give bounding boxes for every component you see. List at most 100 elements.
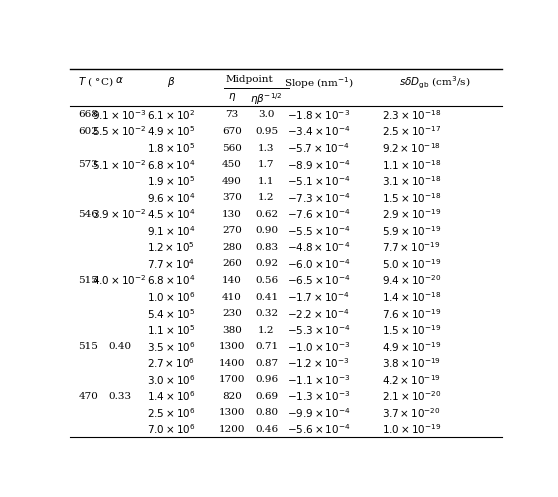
Text: $2.3\times10^{-18}$: $2.3\times10^{-18}$ <box>382 108 441 122</box>
Text: 140: 140 <box>222 276 242 285</box>
Text: $-5.5\times10^{-4}$: $-5.5\times10^{-4}$ <box>287 224 350 238</box>
Text: 0.41: 0.41 <box>255 293 278 302</box>
Text: $-5.6\times10^{-4}$: $-5.6\times10^{-4}$ <box>287 422 350 436</box>
Text: 0.71: 0.71 <box>255 342 278 351</box>
Text: $-5.3\times10^{-4}$: $-5.3\times10^{-4}$ <box>287 323 350 337</box>
Text: $1.2\times10^{5}$: $1.2\times10^{5}$ <box>147 241 195 254</box>
Text: $-1.7\times10^{-4}$: $-1.7\times10^{-4}$ <box>287 290 350 304</box>
Text: $6.8\times10^{4}$: $6.8\times10^{4}$ <box>147 158 196 171</box>
Text: 1.1: 1.1 <box>258 177 275 186</box>
Text: 668: 668 <box>78 110 98 119</box>
Text: $7.6\times10^{-19}$: $7.6\times10^{-19}$ <box>382 307 441 321</box>
Text: $-1.8\times10^{-3}$: $-1.8\times10^{-3}$ <box>287 108 350 122</box>
Text: 1.7: 1.7 <box>258 160 275 169</box>
Text: $-6.0\times10^{-4}$: $-6.0\times10^{-4}$ <box>287 257 350 271</box>
Text: $-1.0\times10^{-3}$: $-1.0\times10^{-3}$ <box>287 340 350 353</box>
Text: 1400: 1400 <box>219 359 245 368</box>
Text: 490: 490 <box>222 177 242 186</box>
Text: $\alpha$: $\alpha$ <box>115 75 124 85</box>
Text: $1.5\times10^{-18}$: $1.5\times10^{-18}$ <box>382 191 441 205</box>
Text: $9.4\times10^{-20}$: $9.4\times10^{-20}$ <box>382 274 441 287</box>
Text: $5.0\times10^{-19}$: $5.0\times10^{-19}$ <box>382 257 441 271</box>
Text: $2.9\times10^{-19}$: $2.9\times10^{-19}$ <box>382 207 441 221</box>
Text: $7.0\times10^{6}$: $7.0\times10^{6}$ <box>147 422 196 436</box>
Text: $1.4\times10^{-18}$: $1.4\times10^{-18}$ <box>382 290 441 304</box>
Text: $1.1\times10^{-18}$: $1.1\times10^{-18}$ <box>382 158 441 171</box>
Text: 410: 410 <box>222 293 242 302</box>
Text: 230: 230 <box>222 309 242 318</box>
Text: Slope (nm$^{-1}$): Slope (nm$^{-1}$) <box>283 75 353 91</box>
Text: $6.1\times10^{2}$: $6.1\times10^{2}$ <box>147 108 195 122</box>
Text: $2.5\times10^{-17}$: $2.5\times10^{-17}$ <box>382 125 441 139</box>
Text: $5.5\times10^{-2}$: $5.5\times10^{-2}$ <box>92 125 147 139</box>
Text: $3.5\times10^{6}$: $3.5\times10^{6}$ <box>147 340 196 353</box>
Text: $\eta\beta^{-1/2}$: $\eta\beta^{-1/2}$ <box>250 91 283 107</box>
Text: $1.8\times10^{5}$: $1.8\times10^{5}$ <box>147 141 195 155</box>
Text: $-7.6\times10^{-4}$: $-7.6\times10^{-4}$ <box>287 207 350 221</box>
Text: 602: 602 <box>78 127 98 136</box>
Text: 1300: 1300 <box>219 409 245 417</box>
Text: $1.5\times10^{-19}$: $1.5\times10^{-19}$ <box>382 323 441 337</box>
Text: $4.0\times10^{-2}$: $4.0\times10^{-2}$ <box>92 274 147 287</box>
Text: 450: 450 <box>222 160 242 169</box>
Text: $9.1\times10^{4}$: $9.1\times10^{4}$ <box>147 224 196 238</box>
Text: $9.6\times10^{4}$: $9.6\times10^{4}$ <box>147 191 196 205</box>
Text: 73: 73 <box>225 110 238 119</box>
Text: 573: 573 <box>78 160 98 169</box>
Text: $s\delta D_{\rm gb}$ (cm$^3$/s): $s\delta D_{\rm gb}$ (cm$^3$/s) <box>400 75 471 91</box>
Text: $3.8\times10^{-19}$: $3.8\times10^{-19}$ <box>382 356 441 370</box>
Text: $-3.4\times10^{-4}$: $-3.4\times10^{-4}$ <box>287 125 350 139</box>
Text: $-2.2\times10^{-4}$: $-2.2\times10^{-4}$ <box>287 307 350 321</box>
Text: 0.33: 0.33 <box>108 392 131 401</box>
Text: 0.46: 0.46 <box>255 425 278 434</box>
Text: 670: 670 <box>222 127 242 136</box>
Text: $5.4\times10^{5}$: $5.4\times10^{5}$ <box>147 307 196 321</box>
Text: $6.8\times10^{4}$: $6.8\times10^{4}$ <box>147 274 196 287</box>
Text: $-1.1\times10^{-3}$: $-1.1\times10^{-3}$ <box>287 373 350 387</box>
Text: 0.87: 0.87 <box>255 359 278 368</box>
Text: $4.5\times10^{4}$: $4.5\times10^{4}$ <box>147 207 196 221</box>
Text: $2.5\times10^{6}$: $2.5\times10^{6}$ <box>147 406 196 420</box>
Text: 0.40: 0.40 <box>108 342 131 351</box>
Text: $5.1\times10^{-2}$: $5.1\times10^{-2}$ <box>92 158 147 171</box>
Text: 0.80: 0.80 <box>255 409 278 417</box>
Text: 3.0: 3.0 <box>258 110 275 119</box>
Text: $-9.9\times10^{-4}$: $-9.9\times10^{-4}$ <box>287 406 350 420</box>
Text: 1.3: 1.3 <box>258 144 275 153</box>
Text: $3.1\times10^{-18}$: $3.1\times10^{-18}$ <box>382 174 441 188</box>
Text: 0.62: 0.62 <box>255 210 278 219</box>
Text: 380: 380 <box>222 326 242 334</box>
Text: 546: 546 <box>78 210 98 219</box>
Text: $T$ ( °C): $T$ ( °C) <box>78 75 114 88</box>
Text: 0.69: 0.69 <box>255 392 278 401</box>
Text: $7.7\times10^{4}$: $7.7\times10^{4}$ <box>147 257 195 271</box>
Text: 1.2: 1.2 <box>258 326 275 334</box>
Text: 470: 470 <box>78 392 98 401</box>
Text: $7.7\times10^{-19}$: $7.7\times10^{-19}$ <box>382 241 441 254</box>
Text: 130: 130 <box>222 210 242 219</box>
Text: 270: 270 <box>222 226 242 236</box>
Text: $-4.8\times10^{-4}$: $-4.8\times10^{-4}$ <box>287 241 350 254</box>
Text: 0.96: 0.96 <box>255 375 278 384</box>
Text: Midpoint: Midpoint <box>225 75 273 84</box>
Text: $4.9\times10^{-19}$: $4.9\times10^{-19}$ <box>382 340 441 353</box>
Text: 515: 515 <box>78 276 98 285</box>
Text: 0.32: 0.32 <box>255 309 278 318</box>
Text: $-5.1\times10^{-4}$: $-5.1\times10^{-4}$ <box>287 174 350 188</box>
Text: $-7.3\times10^{-4}$: $-7.3\times10^{-4}$ <box>287 191 350 205</box>
Text: $\beta$: $\beta$ <box>167 75 176 89</box>
Text: 1300: 1300 <box>219 342 245 351</box>
Text: 0.90: 0.90 <box>255 226 278 236</box>
Text: 1700: 1700 <box>219 375 245 384</box>
Text: $1.1\times10^{5}$: $1.1\times10^{5}$ <box>147 323 196 337</box>
Text: 820: 820 <box>222 392 242 401</box>
Text: $3.9\times10^{-2}$: $3.9\times10^{-2}$ <box>92 207 147 221</box>
Text: 260: 260 <box>222 259 242 268</box>
Text: $-6.5\times10^{-4}$: $-6.5\times10^{-4}$ <box>287 274 350 287</box>
Text: $4.9\times10^{5}$: $4.9\times10^{5}$ <box>147 125 196 139</box>
Text: 0.92: 0.92 <box>255 259 278 268</box>
Text: $3.0\times10^{6}$: $3.0\times10^{6}$ <box>147 373 196 387</box>
Text: $4.2\times10^{-19}$: $4.2\times10^{-19}$ <box>382 373 441 387</box>
Text: $9.2\times10^{-18}$: $9.2\times10^{-18}$ <box>382 141 441 155</box>
Text: 1.2: 1.2 <box>258 193 275 202</box>
